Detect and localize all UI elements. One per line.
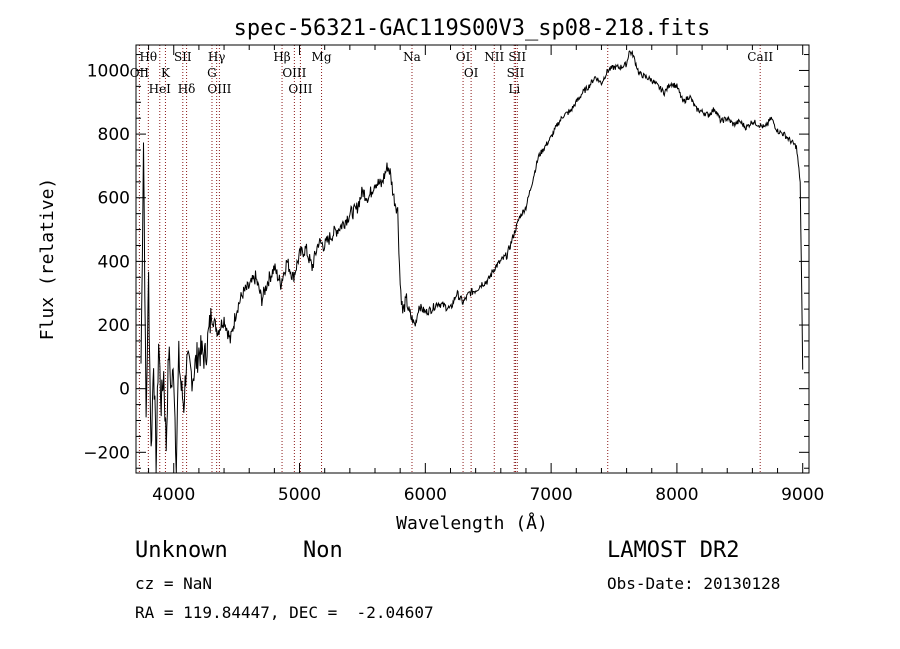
- line-marker-label: OI: [464, 66, 479, 80]
- line-marker-label: Hθ: [139, 50, 157, 64]
- line-marker-label: Na: [403, 50, 421, 64]
- chart-title: spec-56321-GAC119S00V3_sp08-218.fits: [234, 16, 711, 41]
- line-marker-label: Hβ: [273, 50, 290, 64]
- line-marker-label: OI: [456, 50, 471, 64]
- y-axis-label: Flux (relative): [37, 178, 58, 341]
- y-tick-label: −200: [83, 443, 130, 463]
- line-marker-label: Hγ: [208, 50, 226, 64]
- line-marker-label: OIII: [282, 66, 306, 80]
- line-marker-label: OII: [130, 66, 150, 80]
- y-tick-label: 200: [98, 316, 130, 336]
- line-marker-label: NII: [484, 50, 504, 64]
- plot-frame: [135, 44, 810, 474]
- object-class: Unknown: [135, 538, 228, 563]
- y-tick-label: 600: [98, 189, 130, 209]
- redshift-cz: cz = NaN: [135, 574, 213, 593]
- emission-line-markers: Hθ OII K HeI SII Hδ Hγ G OIII Hβ OIII OIII Mg Na OI OI N…: [130, 45, 773, 473]
- ra-dec-coordinates: RA = 119.84447, DEC = -2.04607: [135, 603, 434, 622]
- y-tick-label: 0: [119, 380, 130, 400]
- line-marker-label: SII: [508, 50, 526, 64]
- line-marker-label: OIII: [207, 82, 231, 96]
- line-marker-label: Hδ: [178, 82, 196, 96]
- spectrum-line: [140, 49, 804, 474]
- line-marker-label: Li: [508, 82, 520, 96]
- x-tick-label: 7000: [529, 485, 572, 505]
- line-marker-label: SII: [174, 50, 192, 64]
- spectrum-series: [140, 49, 804, 474]
- y-tick-label: 400: [98, 252, 130, 272]
- line-marker-label: HeI: [149, 82, 172, 96]
- line-marker-label: OIII: [288, 82, 312, 96]
- observation-date: Obs-Date: 20130128: [607, 574, 781, 593]
- x-tick-label: 8000: [655, 485, 698, 505]
- axes: 4000 5000 6000 7000 8000 9000 −200 0 200 400 600 80…: [83, 45, 824, 505]
- object-subclass: Non: [303, 538, 343, 563]
- line-marker-label: K: [161, 66, 171, 80]
- x-tick-label: 9000: [781, 485, 824, 505]
- x-tick-label: 6000: [404, 485, 447, 505]
- survey-name: LAMOST DR2: [607, 538, 740, 563]
- y-tick-label: 800: [98, 125, 130, 145]
- x-axis-label: Wavelength (Å): [396, 512, 548, 534]
- line-marker-label: SII: [507, 66, 525, 80]
- y-tick-label: 1000: [87, 61, 130, 81]
- line-marker-label: CaII: [747, 50, 773, 64]
- x-tick-label: 4000: [152, 485, 195, 505]
- line-marker-label: Mg: [312, 50, 332, 64]
- line-marker-label: G: [207, 66, 217, 80]
- x-tick-label: 5000: [278, 485, 321, 505]
